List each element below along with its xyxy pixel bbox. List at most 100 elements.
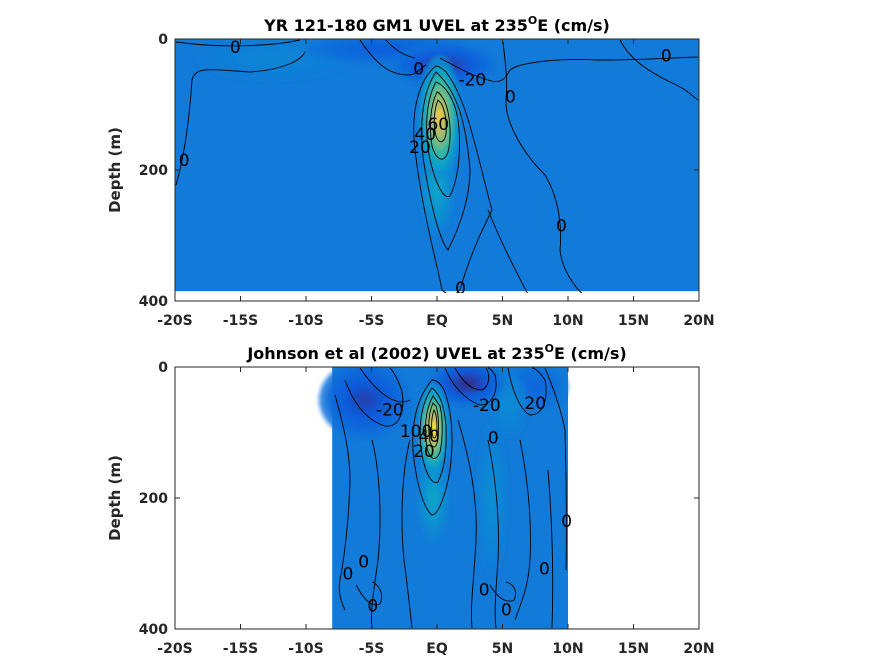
contour-line bbox=[359, 367, 411, 403]
panel-bottom-y-label: Depth (m) bbox=[106, 455, 124, 541]
contour-label: 0 bbox=[556, 217, 567, 237]
contour-label: 0 bbox=[501, 600, 512, 620]
contour-label: -20 bbox=[473, 396, 501, 416]
panel-bottom: Johnson et al (2002) UVEL at 235OE (cm/s… bbox=[106, 342, 715, 656]
contour-label: 20 bbox=[524, 394, 546, 414]
panel-bottom-x-axis: -20S -15S -10S -5S EQ 5N 10N 15N 20N bbox=[157, 367, 715, 656]
contour-line bbox=[419, 387, 447, 483]
panel-top-title: YR 121-180 GM1 UVEL at 235OE (cm/s) bbox=[263, 14, 610, 35]
x-tick-label: 20N bbox=[683, 313, 714, 329]
contour-line bbox=[429, 91, 451, 160]
contour-line bbox=[487, 209, 531, 299]
heatmap-cell bbox=[436, 107, 444, 128]
contour-label: 100 bbox=[400, 422, 432, 442]
contour-line bbox=[489, 581, 517, 602]
contour-label: 0 bbox=[343, 564, 354, 584]
contour-line bbox=[507, 367, 547, 416]
contour-line bbox=[428, 402, 439, 448]
panel-top-heatmap bbox=[175, 39, 699, 292]
contour-line bbox=[175, 51, 306, 186]
contour-line bbox=[355, 581, 383, 606]
panel-top: YR 121-180 GM1 UVEL at 235OE (cm/s) 0 0 0 -… bbox=[106, 14, 715, 329]
x-tick-label: 20N bbox=[683, 641, 714, 656]
contour-label: -20 bbox=[376, 401, 404, 421]
x-tick-label: -10S bbox=[288, 313, 323, 329]
contour-line bbox=[544, 367, 567, 571]
contour-label: -20 bbox=[458, 71, 486, 91]
contour-line bbox=[425, 395, 443, 459]
panel-top-y-label: Depth (m) bbox=[106, 127, 124, 213]
heatmap-cell bbox=[430, 490, 436, 506]
panel-bottom-title: Johnson et al (2002) UVEL at 235OE (cm/s… bbox=[246, 342, 626, 363]
x-tick-label: EQ bbox=[426, 641, 448, 656]
contour-label: 0 bbox=[455, 279, 466, 299]
contour-label: 0 bbox=[561, 512, 572, 532]
contour-line bbox=[514, 439, 531, 621]
x-tick-label: 15N bbox=[618, 641, 649, 656]
heatmap-cell bbox=[357, 393, 373, 407]
contour-label: 0 bbox=[413, 59, 424, 79]
x-tick-label: 15N bbox=[618, 313, 649, 329]
y-tick-label: 400 bbox=[139, 294, 168, 310]
y-tick-label: 0 bbox=[158, 32, 168, 48]
y-tick-label: 200 bbox=[139, 163, 168, 179]
x-tick-label: -15S bbox=[223, 313, 258, 329]
contour-line bbox=[426, 81, 460, 198]
x-tick-label: 10N bbox=[552, 641, 583, 656]
contour-line bbox=[454, 367, 490, 391]
contour-label: 20 bbox=[413, 442, 435, 462]
contour-line bbox=[444, 367, 497, 406]
heatmap-cell bbox=[489, 484, 495, 512]
x-tick-label: -15S bbox=[223, 641, 258, 656]
contour-line bbox=[431, 409, 438, 439]
contour-label: 0 bbox=[539, 560, 550, 580]
y-tick-label: 400 bbox=[139, 622, 168, 638]
contour-line bbox=[371, 439, 381, 629]
contour-line bbox=[547, 469, 554, 629]
contour-line bbox=[457, 419, 477, 629]
x-tick-label: -20S bbox=[157, 641, 192, 656]
panel-bottom-heatmap bbox=[319, 367, 568, 629]
contour-line bbox=[401, 439, 413, 629]
contour-label: 0 bbox=[367, 596, 378, 616]
heatmap-cell bbox=[433, 182, 441, 198]
contour-label: 0 bbox=[488, 429, 499, 449]
contour-label: 40 bbox=[414, 125, 436, 145]
contour-line bbox=[487, 439, 499, 629]
contour-line bbox=[412, 379, 453, 516]
x-tick-label: 5N bbox=[492, 641, 513, 656]
contour-label: 20 bbox=[409, 138, 431, 158]
contour-line bbox=[439, 56, 699, 82]
panel-top-x-axis: -20S -15S -10S -5S EQ 5N 10N 15N 20N bbox=[157, 39, 715, 329]
contour-line bbox=[334, 394, 351, 611]
heatmap-features bbox=[194, 39, 496, 236]
contour-line bbox=[344, 367, 404, 427]
contour-line bbox=[619, 39, 699, 101]
contour-label: 0 bbox=[479, 581, 490, 601]
x-tick-label: -10S bbox=[288, 641, 323, 656]
x-tick-label: 10N bbox=[552, 313, 583, 329]
x-tick-label: EQ bbox=[426, 313, 448, 329]
contour-label: 0 bbox=[179, 151, 190, 171]
panel-bottom-contours bbox=[334, 367, 567, 629]
contour-label: 0 bbox=[358, 553, 369, 573]
contour-line bbox=[413, 65, 493, 295]
contour-line bbox=[433, 99, 447, 143]
contour-line bbox=[175, 39, 301, 47]
contour-line bbox=[502, 41, 586, 297]
contour-line bbox=[385, 39, 416, 59]
y-tick-label: 0 bbox=[158, 360, 168, 376]
heatmap-cell bbox=[260, 54, 287, 63]
contour-label: 60 bbox=[427, 115, 449, 135]
contour-label: 0 bbox=[661, 46, 672, 66]
heatmap-cell bbox=[371, 46, 398, 52]
x-tick-label: -5S bbox=[359, 313, 385, 329]
contour-label: 40 bbox=[418, 427, 440, 447]
